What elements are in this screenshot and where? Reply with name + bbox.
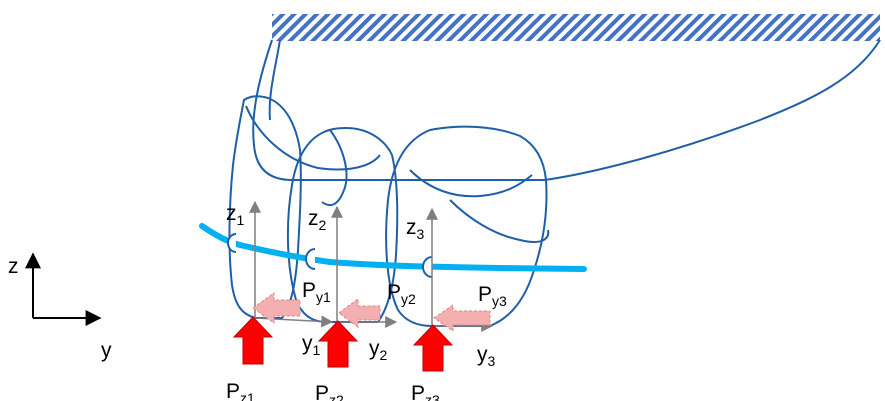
tooth-2-outline: [286, 126, 399, 323]
bracket-2: [305, 248, 316, 270]
global-y-label: y: [101, 339, 112, 362]
tooth-1-cusp: [245, 105, 381, 171]
tooth-2-cusp: [321, 129, 348, 207]
tooth-1-z-label: z1: [226, 202, 245, 228]
tooth-1-outline: [228, 95, 302, 319]
force-py2-arrow: [338, 298, 381, 328]
force-py3-label: Py3: [478, 283, 507, 309]
tooth-3-outline: [385, 125, 548, 327]
force-pz2-arrow: [317, 320, 359, 368]
tooth-2-y-label: y2: [369, 337, 388, 363]
bracket-3: [422, 256, 433, 278]
tooth-2-z-label: z2: [308, 207, 327, 233]
tooth-3-y-label: y3: [477, 343, 496, 369]
gum-outline: [252, 39, 881, 181]
force-pz1-label: Pz1: [226, 380, 255, 401]
tooth-1-y-axis: [254, 315, 334, 328]
force-pz1-arrow: [232, 316, 274, 365]
tooth-3-cusp: [409, 169, 533, 198]
force-pz3-arrow: [412, 324, 454, 372]
orthodontic-wire: [199, 223, 587, 272]
gum-inner-outline: [268, 39, 281, 121]
global-z-label: z: [8, 255, 19, 278]
bracket-1: [227, 233, 237, 253]
force-py2-label: Py2: [387, 281, 416, 307]
force-py1-arrow: [252, 292, 301, 324]
tooth-3-z-label: z3: [406, 216, 425, 242]
force-py3-arrow: [433, 304, 491, 332]
tooth-3-root-line: [449, 199, 550, 243]
tooth-1-y-label: y1: [302, 332, 321, 358]
force-pz3-label: Pz3: [411, 382, 440, 401]
force-pz2-label: Pz2: [315, 382, 344, 401]
force-py1-label: Py1: [302, 279, 331, 305]
fixed-support-hatch: [272, 14, 880, 41]
